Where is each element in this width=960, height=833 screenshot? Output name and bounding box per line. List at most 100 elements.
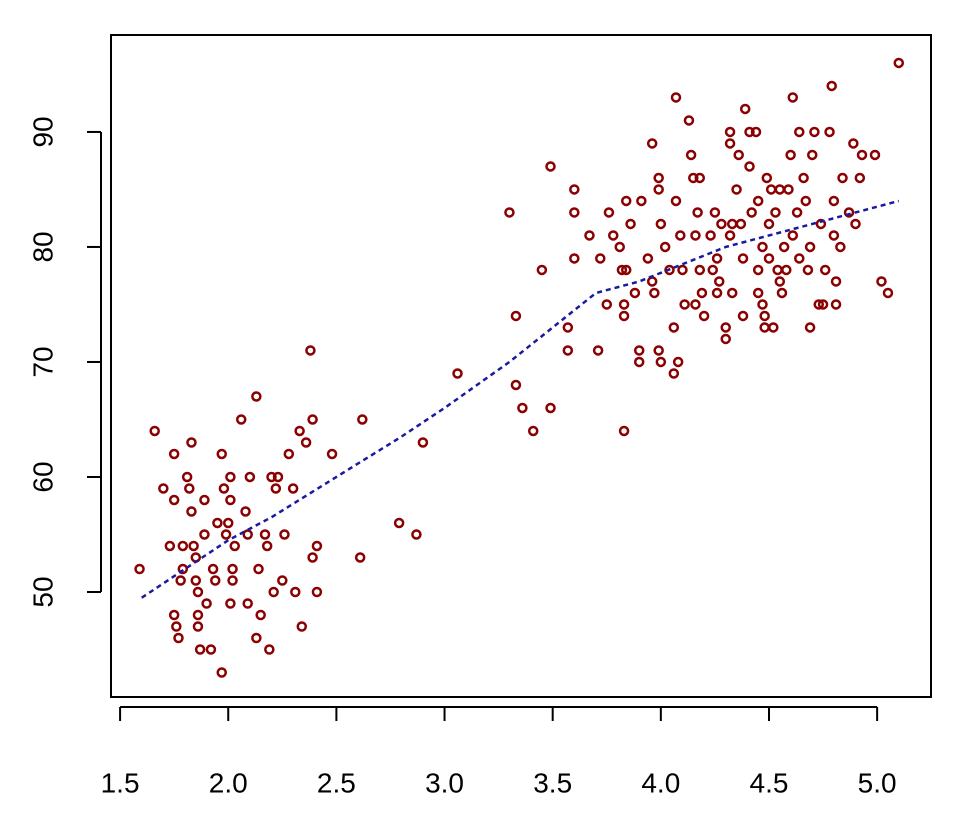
point	[517, 402, 528, 414]
point	[326, 448, 338, 460]
point	[683, 115, 695, 126]
point	[261, 540, 273, 552]
point	[294, 425, 305, 437]
point	[848, 138, 859, 149]
point	[184, 483, 195, 494]
point	[824, 126, 835, 138]
point	[759, 322, 770, 333]
point	[287, 483, 299, 494]
point	[177, 540, 189, 552]
point	[690, 299, 701, 310]
x-tick-label: 3.0	[425, 767, 464, 798]
point	[752, 287, 764, 299]
point	[618, 425, 630, 437]
point	[201, 598, 212, 609]
point	[625, 218, 636, 230]
point	[765, 184, 777, 195]
point	[731, 184, 742, 195]
point	[768, 322, 779, 333]
point	[720, 322, 731, 333]
point	[685, 149, 697, 161]
point	[750, 126, 762, 138]
point	[168, 609, 180, 621]
point	[659, 241, 671, 253]
point	[739, 103, 751, 115]
point	[199, 529, 210, 540]
point	[235, 414, 247, 425]
point	[774, 276, 786, 287]
point	[545, 402, 556, 414]
point	[452, 368, 463, 379]
point	[819, 264, 831, 276]
point	[815, 218, 827, 230]
point	[735, 218, 747, 230]
point	[620, 264, 632, 276]
point	[603, 207, 615, 218]
point	[212, 517, 223, 529]
point	[240, 506, 251, 517]
point	[828, 195, 840, 207]
point	[536, 264, 548, 276]
point	[781, 264, 792, 276]
point	[737, 310, 749, 322]
point	[134, 563, 145, 575]
point	[672, 356, 684, 368]
point	[653, 345, 664, 356]
point	[186, 437, 197, 448]
point	[709, 207, 721, 218]
point	[633, 356, 645, 368]
point	[737, 253, 749, 264]
point	[694, 264, 706, 276]
point	[225, 598, 236, 609]
point	[707, 264, 719, 276]
point	[220, 529, 232, 540]
point	[618, 310, 630, 322]
point	[776, 287, 788, 299]
point	[354, 552, 366, 563]
point	[668, 368, 680, 379]
point	[173, 632, 184, 644]
point	[670, 195, 682, 207]
point	[504, 207, 515, 218]
point	[510, 379, 522, 391]
point	[227, 563, 238, 575]
point	[242, 598, 253, 609]
point	[807, 149, 818, 161]
point	[584, 230, 595, 241]
point	[785, 149, 796, 161]
point	[724, 138, 736, 149]
point	[222, 517, 234, 529]
point	[787, 230, 799, 241]
point	[227, 575, 238, 586]
point	[705, 230, 716, 241]
point	[307, 414, 318, 425]
y-tick-label: 50	[27, 576, 58, 607]
point	[893, 57, 905, 69]
point	[620, 195, 632, 207]
point	[804, 241, 816, 253]
point	[830, 299, 842, 310]
point	[763, 253, 775, 264]
point	[190, 575, 202, 586]
point	[192, 586, 204, 598]
point	[601, 299, 613, 310]
point	[746, 207, 757, 218]
point	[592, 345, 604, 356]
point	[804, 322, 816, 333]
point	[679, 299, 690, 310]
point	[668, 322, 680, 333]
point	[649, 287, 660, 299]
point	[253, 563, 264, 575]
point	[817, 299, 829, 310]
point	[629, 287, 641, 299]
point	[192, 621, 204, 632]
x-tick-label: 5.0	[858, 767, 897, 798]
point	[218, 483, 230, 494]
point	[744, 161, 755, 172]
point	[724, 230, 736, 241]
point	[259, 529, 271, 540]
point	[158, 483, 169, 494]
point	[194, 644, 206, 655]
point	[618, 299, 630, 310]
point	[646, 138, 658, 149]
